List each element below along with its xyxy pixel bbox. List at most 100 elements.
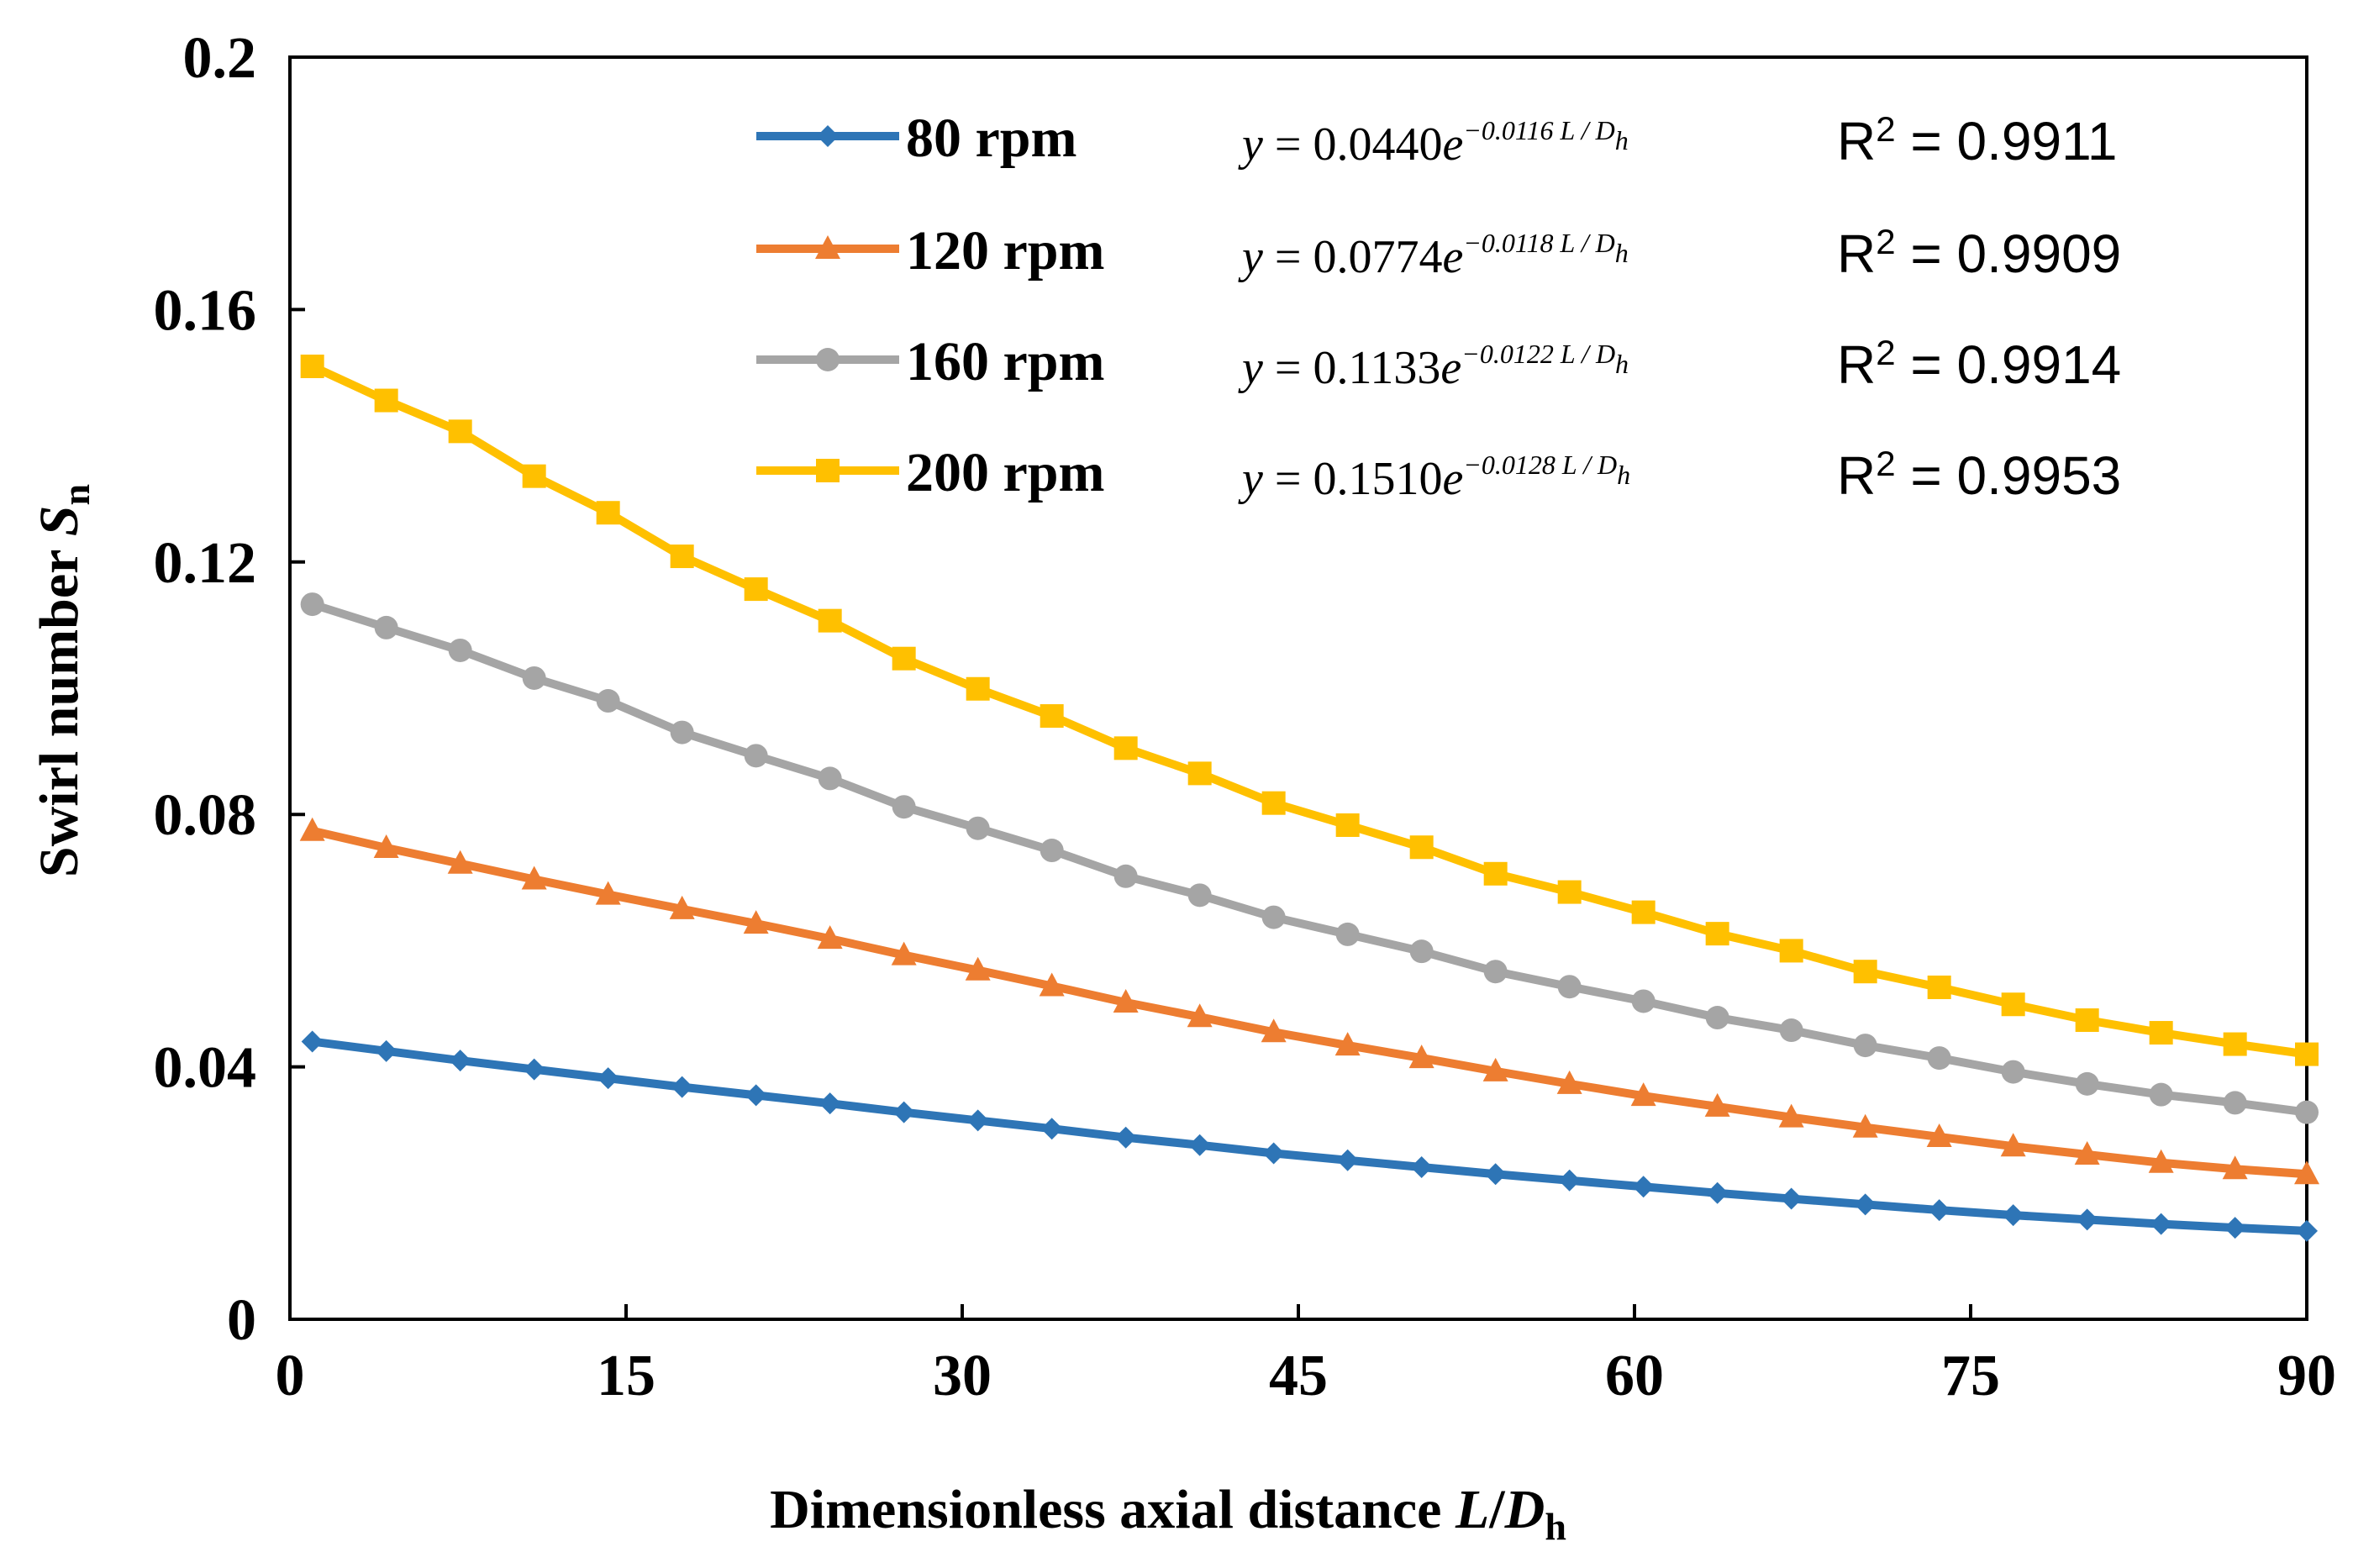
data-point [1704, 1092, 1730, 1117]
data-point [1558, 1169, 1581, 1192]
legend-swatch-marker [817, 125, 839, 147]
data-point [301, 1030, 324, 1053]
data-point [743, 910, 769, 934]
data-point [818, 608, 842, 633]
data-point [2148, 1149, 2174, 1173]
y-tick-label: 0.04 [154, 1036, 257, 1101]
data-point [745, 1084, 767, 1107]
data-point [523, 1058, 545, 1081]
series-line [311, 600, 2308, 1117]
y-tick-label: 0 [227, 1288, 256, 1353]
series-layer [299, 354, 2319, 1242]
data-point [744, 577, 768, 602]
legend-label: 80 rpm [906, 108, 1076, 169]
data-point [1854, 1193, 1877, 1216]
data-point [1556, 1070, 1582, 1094]
data-point [1187, 883, 1212, 908]
data-point [300, 592, 324, 617]
legend: 80 rpm y = 0.0440e−0.0116 L / Dh R2 = 0.99… [756, 108, 2121, 506]
data-point [375, 1039, 397, 1062]
data-point [1335, 813, 1360, 837]
data-point [965, 956, 991, 981]
data-point [1410, 1156, 1433, 1179]
data-point [1336, 1149, 1359, 1171]
data-point [1706, 1181, 1729, 1204]
fit-equation: y = 0.1510e−0.0128 L / Dh [1238, 450, 1630, 505]
y-tick-label: 0.16 [154, 278, 257, 343]
data-point [1335, 922, 1360, 946]
data-point [2224, 1217, 2246, 1239]
data-point [2150, 1213, 2172, 1235]
series-line [311, 826, 2308, 1179]
data-point [1114, 1126, 1137, 1149]
fit-equation: y = 0.1133e−0.0122 L / Dh [1238, 339, 1629, 394]
series-160-rpm [300, 592, 2319, 1124]
data-point [1261, 791, 1286, 815]
data-point [2076, 1208, 2098, 1231]
data-point [2002, 1204, 2024, 1227]
data-point [1113, 864, 1138, 888]
series-line [312, 1037, 2308, 1235]
data-point [818, 766, 842, 791]
data-point [891, 941, 917, 966]
data-point [2295, 1100, 2319, 1124]
tick-labels: 0 15 30 45 60 75 90 0 0.04 0.08 0.12 0.16 0.2 [154, 26, 2337, 1408]
data-point [2074, 1140, 2100, 1165]
data-point [817, 925, 843, 950]
y-tick-label: 0.08 [154, 783, 257, 848]
data-point [1188, 1134, 1211, 1156]
y-tick-label: 0.2 [183, 26, 257, 91]
legend-item: 120 rpm y = 0.0774e−0.0118 L / Dh R2 = 0.9… [756, 220, 2121, 284]
r-squared: R2 = 0.9909 [1837, 222, 2121, 284]
r-squared: R2 = 0.9914 [1837, 333, 2121, 395]
x-tick-label: 15 [597, 1344, 655, 1408]
data-point [892, 646, 916, 671]
data-point [2000, 1133, 2026, 1157]
data-point [1040, 704, 1064, 729]
data-point [819, 1092, 841, 1115]
data-point [1334, 1032, 1361, 1056]
data-point [2222, 1155, 2248, 1180]
data-point [2223, 1091, 2247, 1115]
axes-frame [288, 55, 2308, 1321]
data-point [670, 720, 694, 745]
data-point [966, 676, 990, 701]
legend-swatch-marker [816, 459, 840, 482]
legend-label: 200 rpm [906, 442, 1104, 503]
data-point [1926, 1123, 1952, 1147]
data-point [449, 1050, 471, 1072]
data-point [597, 1067, 619, 1090]
data-point [522, 464, 546, 488]
data-point [1483, 861, 1508, 886]
r-squared: R2 = 0.9911 [1837, 109, 2118, 171]
data-point [522, 666, 546, 690]
x-tick-label: 60 [1605, 1344, 1664, 1408]
y-tick-label: 0.12 [154, 531, 257, 596]
data-point [1557, 975, 1582, 999]
data-point [447, 850, 473, 874]
data-point [2075, 1071, 2099, 1096]
data-point [1261, 905, 1286, 929]
data-point [448, 419, 472, 444]
x-tick-label: 0 [276, 1344, 305, 1408]
data-point [1113, 988, 1139, 1013]
data-point [744, 744, 768, 768]
data-point [1631, 900, 1656, 924]
data-point [1631, 989, 1656, 1013]
data-point [1187, 761, 1212, 786]
data-point [1630, 1082, 1656, 1107]
data-point [2149, 1021, 2173, 1045]
data-point [1557, 880, 1582, 904]
fit-equation: y = 0.0774e−0.0118 L / Dh [1238, 228, 1629, 283]
legend-item: 200 rpm y = 0.1510e−0.0128 L / Dh R2 = 0.9… [756, 442, 2121, 506]
data-point [1779, 1018, 1803, 1043]
data-point [1484, 1163, 1507, 1186]
data-point [892, 795, 916, 819]
data-point [1778, 1103, 1804, 1128]
r-squared: R2 = 0.9953 [1837, 444, 2121, 506]
series-line [310, 362, 2308, 1059]
data-point [1927, 975, 1951, 999]
data-point [1483, 960, 1508, 984]
data-point [966, 816, 990, 840]
